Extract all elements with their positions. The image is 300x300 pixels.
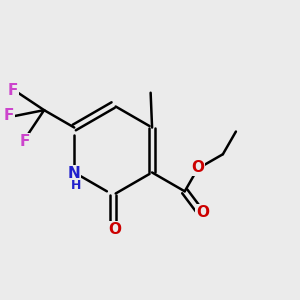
Text: O: O bbox=[196, 205, 209, 220]
Text: F: F bbox=[8, 83, 18, 98]
Text: F: F bbox=[19, 134, 30, 149]
Text: O: O bbox=[191, 160, 204, 175]
Text: N: N bbox=[68, 166, 81, 181]
Text: H: H bbox=[70, 179, 81, 192]
Text: F: F bbox=[4, 108, 14, 123]
Text: O: O bbox=[108, 222, 121, 237]
